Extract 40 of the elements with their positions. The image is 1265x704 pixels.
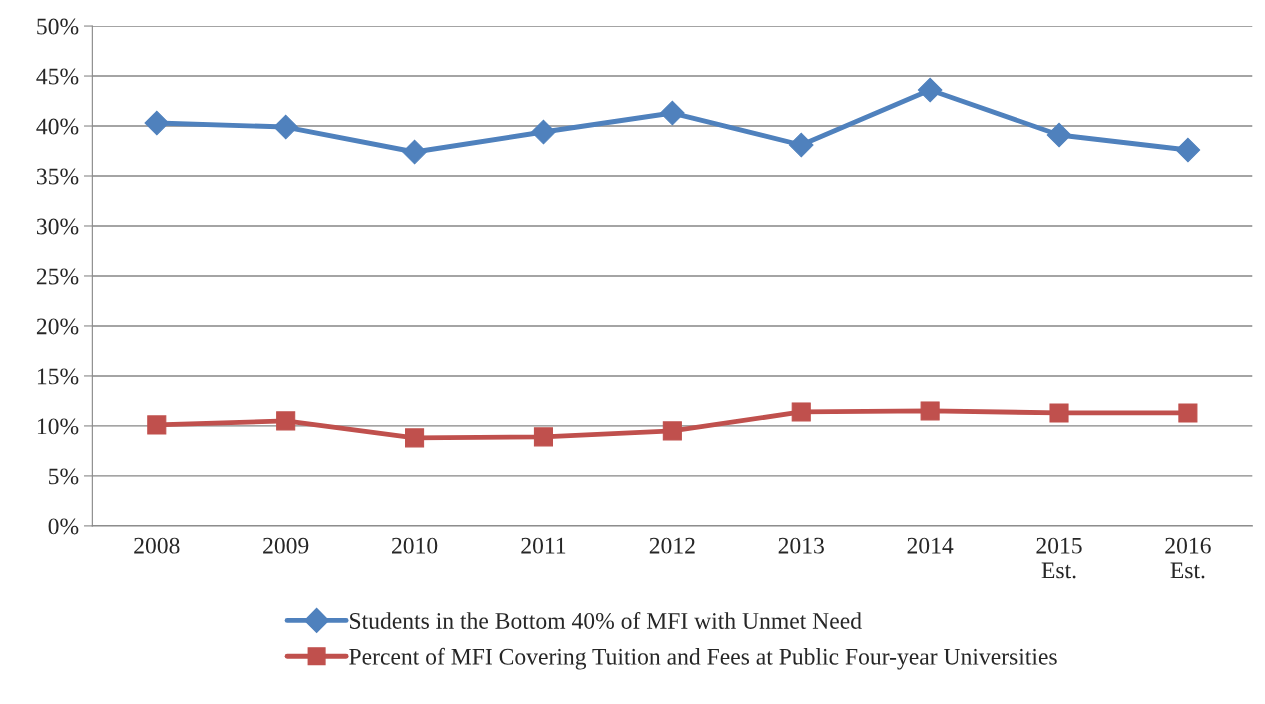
y-tick-label: 15% — [37, 368, 79, 385]
point — [144, 110, 170, 136]
x-tick-label: 2016 Est. — [1165, 537, 1211, 579]
y-tick-label: 50% — [37, 18, 79, 35]
x-tick-label: 2010 — [391, 537, 438, 554]
point — [920, 401, 940, 421]
point — [660, 100, 685, 126]
point — [273, 114, 298, 140]
x-tick-label: 2013 — [778, 537, 824, 554]
point — [1046, 122, 1072, 148]
point — [533, 427, 554, 447]
point — [276, 411, 296, 431]
y-tick-label: 30% — [37, 218, 79, 235]
y-tick-label: 0% — [48, 518, 79, 535]
point — [788, 132, 814, 158]
point — [402, 139, 427, 165]
legend-label: Percent of MFI Covering Tuition and Fees at Public Four-year Universities — [349, 647, 1057, 670]
point — [1175, 137, 1201, 163]
point — [405, 428, 425, 448]
point — [917, 77, 943, 103]
point — [147, 415, 167, 435]
y-tick-label: 45% — [36, 68, 79, 85]
point — [531, 119, 556, 145]
y-tick-label: 20% — [36, 318, 79, 335]
point — [1049, 403, 1069, 423]
point — [1178, 403, 1198, 423]
y-tick-label: 5% — [49, 468, 79, 485]
x-tick-label: 2008 — [134, 537, 180, 554]
x-tick-label: 2015 Est. — [1036, 537, 1082, 579]
y-tick-label: 40% — [36, 118, 79, 135]
y-tick-label: 35% — [37, 168, 79, 185]
legend-label: Students in the Bottom 40% of MFI with Unmet Need — [350, 612, 862, 629]
x-tick-label: 2012 — [649, 537, 695, 554]
point — [662, 421, 682, 441]
point — [791, 402, 811, 422]
y-tick-label: 10% — [37, 418, 79, 435]
x-tick-label: 2014 — [907, 537, 954, 554]
y-tick-label: 25% — [36, 268, 79, 285]
x-tick-label: 2009 — [263, 537, 309, 554]
x-tick-label: 2011 — [521, 537, 566, 554]
